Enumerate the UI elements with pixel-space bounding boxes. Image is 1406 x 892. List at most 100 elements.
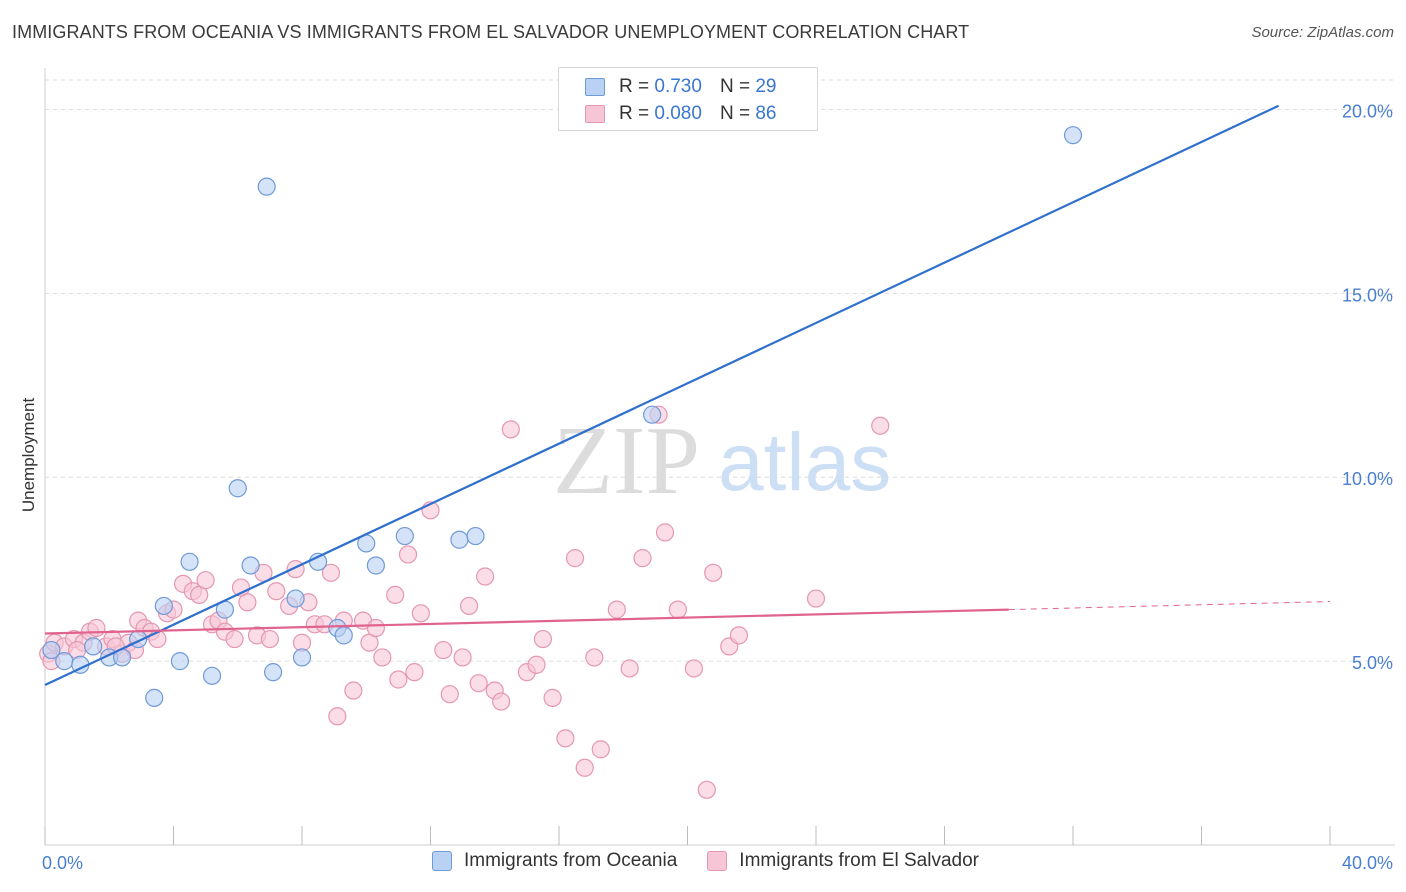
point-salvador <box>238 593 257 612</box>
legend-item-salvador: Immigrants from El Salvador <box>707 850 979 872</box>
point-salvador <box>620 659 639 678</box>
point-salvador <box>655 523 675 542</box>
n-label: N = <box>719 76 751 97</box>
point-oceania <box>366 556 385 575</box>
point-salvador <box>575 758 594 777</box>
trend-lines <box>44 104 1331 687</box>
point-salvador <box>684 659 704 678</box>
point-salvador <box>398 545 418 564</box>
y-tick-label: 15.0% <box>1342 285 1393 305</box>
point-salvador <box>527 655 546 674</box>
tick-labels: 5.0% 10.0% 15.0% 20.0% 0.0% 40.0% <box>42 101 1393 873</box>
x-tick-label: 40.0% <box>1342 853 1393 873</box>
r-value-oceania: 0.730 <box>654 76 702 97</box>
point-oceania <box>395 526 414 546</box>
y-axis-label: Unemployment <box>19 398 38 513</box>
trendline-salvador <box>1008 601 1331 611</box>
point-salvador <box>344 681 363 700</box>
point-salvador <box>565 549 585 568</box>
point-salvador <box>556 729 575 748</box>
point-salvador <box>469 674 488 693</box>
point-salvador <box>607 600 626 619</box>
point-salvador <box>405 663 424 682</box>
watermark-zip: ZIP <box>553 407 700 515</box>
point-salvador <box>729 626 749 645</box>
point-oceania <box>180 552 199 571</box>
point-oceania <box>202 666 222 685</box>
point-salvador <box>697 780 716 799</box>
point-salvador <box>501 420 520 439</box>
point-salvador <box>366 618 385 638</box>
r-label: R = <box>619 103 650 124</box>
point-salvador <box>373 648 392 667</box>
point-oceania <box>286 589 305 608</box>
legend-label-salvador: Immigrants from El Salvador <box>739 850 979 871</box>
point-salvador <box>260 629 279 649</box>
legend-item-oceania: Immigrants from Oceania <box>432 850 677 872</box>
y-tick-label: 20.0% <box>1342 101 1393 121</box>
point-salvador <box>440 685 459 704</box>
point-salvador <box>704 563 723 582</box>
point-oceania <box>241 556 260 575</box>
series-legend: Immigrants from Oceania Immigrants from … <box>432 850 1009 872</box>
legend-label-oceania: Immigrants from Oceania <box>464 850 678 871</box>
x-tick-label: 0.0% <box>42 853 83 873</box>
point-oceania <box>263 663 283 682</box>
point-salvador <box>389 670 408 689</box>
point-salvador <box>225 629 244 649</box>
point-oceania <box>450 530 469 549</box>
legend-swatch-salvador <box>707 851 728 871</box>
point-oceania <box>292 648 312 667</box>
point-salvador <box>668 600 687 619</box>
legend-swatch-oceania <box>585 78 605 96</box>
n-label: N = <box>719 103 751 124</box>
point-oceania <box>42 640 61 660</box>
point-salvador <box>533 629 553 649</box>
point-salvador <box>476 567 495 586</box>
source-label: Source: ZipAtlas.com <box>1251 24 1394 41</box>
n-value-salvador: 86 <box>755 103 777 124</box>
y-tick-label: 10.0% <box>1342 469 1393 489</box>
point-oceania <box>84 637 103 656</box>
watermark: ZIP atlas <box>553 407 891 515</box>
watermark-atlas: atlas <box>718 417 891 508</box>
point-salvador <box>196 571 215 590</box>
point-oceania <box>257 177 276 196</box>
point-oceania <box>228 479 247 498</box>
point-salvador <box>87 618 106 638</box>
point-salvador <box>459 596 479 616</box>
point-oceania <box>55 652 74 671</box>
point-oceania <box>466 526 485 546</box>
data-points <box>39 126 1083 799</box>
legend-row-oceania: R = 0.730 N = 29 <box>585 74 776 100</box>
point-oceania <box>154 596 173 616</box>
legend-swatch-oceania <box>432 851 452 871</box>
axes <box>44 68 1395 846</box>
point-salvador <box>267 582 286 601</box>
point-oceania <box>643 405 662 424</box>
r-value-salvador: 0.080 <box>654 103 702 124</box>
point-oceania <box>170 652 190 671</box>
legend-swatch-salvador <box>585 105 605 123</box>
chart-title: IMMIGRANTS FROM OCEANIA VS IMMIGRANTS FR… <box>12 22 970 42</box>
point-salvador <box>386 585 405 605</box>
y-tick-label: 5.0% <box>1352 653 1393 673</box>
point-salvador <box>591 740 610 759</box>
point-salvador <box>543 688 562 707</box>
point-salvador <box>871 416 890 435</box>
point-salvador <box>806 589 826 608</box>
point-salvador <box>434 640 453 660</box>
stats-legend: R = 0.730 N = 29 R = 0.080 N = 86 <box>558 67 818 131</box>
point-salvador <box>633 549 652 568</box>
point-salvador <box>321 563 341 582</box>
trendline-salvador <box>44 608 1009 635</box>
point-oceania <box>1063 126 1083 145</box>
point-oceania <box>334 626 353 645</box>
r-label: R = <box>619 76 650 97</box>
point-salvador <box>328 707 347 726</box>
point-salvador <box>585 648 604 667</box>
n-value-oceania: 29 <box>755 76 777 97</box>
point-salvador <box>453 648 472 667</box>
trendline-oceania <box>44 104 1280 687</box>
